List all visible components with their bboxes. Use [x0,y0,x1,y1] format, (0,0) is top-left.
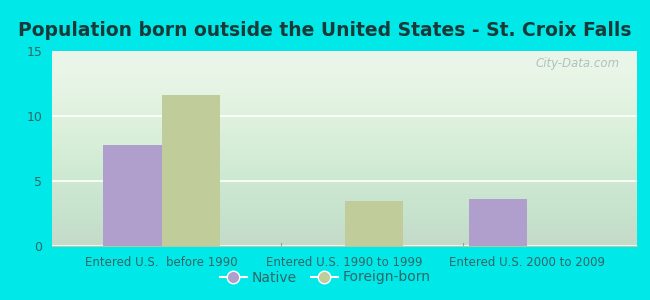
Bar [344,200,403,246]
Bar [162,95,220,246]
Text: City-Data.com: City-Data.com [536,57,619,70]
Bar [469,199,527,246]
Text: Population born outside the United States - St. Croix Falls: Population born outside the United State… [18,21,632,40]
Bar [103,145,162,246]
Legend: Native, Foreign-born: Native, Foreign-born [214,265,436,290]
